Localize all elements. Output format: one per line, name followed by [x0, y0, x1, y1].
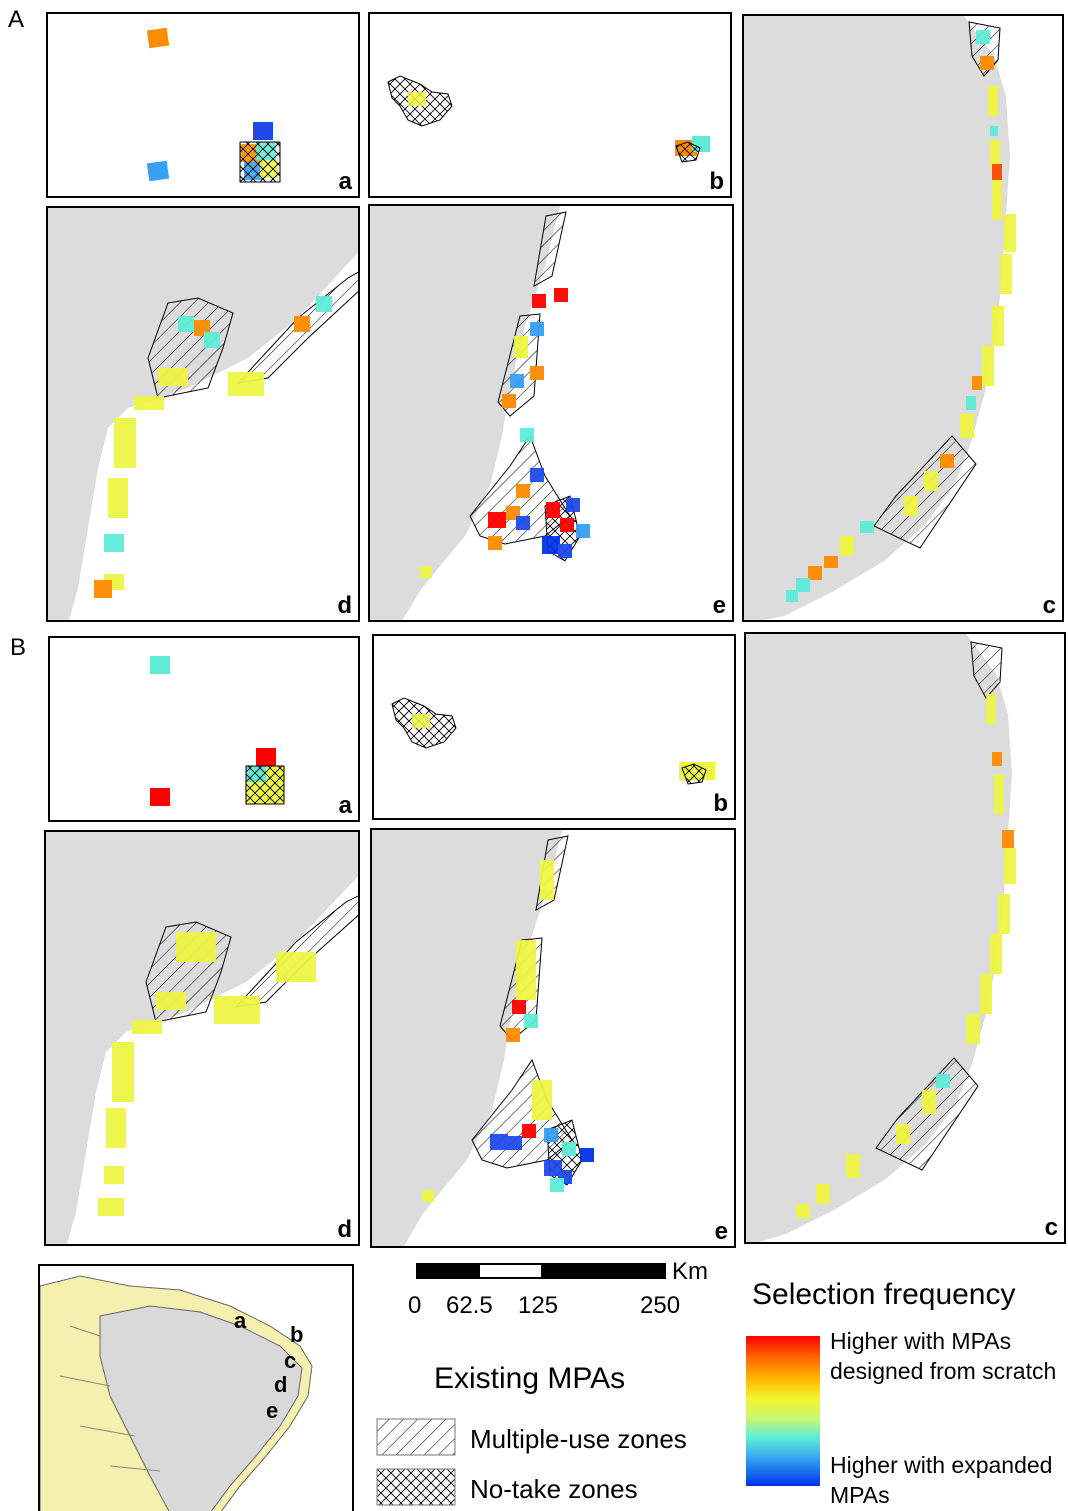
panel-label: d: [337, 1216, 352, 1243]
legend-label-no-take: No-take zones: [470, 1474, 638, 1504]
section-label-b: B: [10, 634, 27, 661]
inset-label-d: d: [274, 1372, 288, 1397]
map-panel-b-e: e: [370, 828, 736, 1248]
map-a-b-graphic: [387, 75, 710, 163]
crosshatch-swatch: [376, 1468, 456, 1506]
map-b-e-graphic: [372, 830, 594, 1246]
panel-label: c: [1044, 1214, 1058, 1241]
map-b-a-graphic: [150, 656, 285, 806]
map-panel-b-b: b: [372, 634, 736, 820]
map-a-e-graphic: [370, 206, 590, 620]
map-panel-b-a: a: [48, 636, 360, 822]
legend-low-label: Higher with expanded MPAs: [830, 1450, 1060, 1510]
inset-label-a: a: [234, 1308, 247, 1333]
panel-label: b: [709, 168, 724, 195]
map-b-c-graphic: [746, 634, 1016, 1242]
scale-tick-62: 62.5: [446, 1292, 493, 1319]
scale-bar-graphic: [415, 1263, 667, 1279]
panel-label: d: [337, 592, 352, 619]
panel-label: e: [714, 1218, 728, 1245]
legend-low-text: Higher with expanded MPAs: [830, 1452, 1053, 1508]
map-panel-a-a: a: [46, 12, 360, 198]
inset-map-south-america: a b c d e: [38, 1264, 354, 1511]
inset-label-b: b: [290, 1322, 304, 1347]
scale-tick-250: 250: [640, 1292, 681, 1319]
legend-high-label: Higher with MPAs designed from scratch: [830, 1326, 1060, 1386]
hatch-swatch: [376, 1418, 456, 1456]
panel-label: a: [338, 792, 352, 819]
scale-tick-0: 0: [408, 1292, 422, 1319]
legend-label-multiple-use: Multiple-use zones: [470, 1424, 687, 1454]
colorbar-graphic: [746, 1336, 820, 1486]
legend-swatch-multiple-use: [376, 1418, 456, 1456]
map-b-b-graphic: [391, 697, 715, 785]
scale-tick-125: 125: [518, 1292, 559, 1319]
map-panel-b-d: d: [44, 830, 360, 1246]
panel-label: c: [1042, 592, 1056, 619]
legend-swatch-no-take: [376, 1468, 456, 1506]
map-panel-b-c: c: [744, 632, 1066, 1244]
inset-map-graphic: [40, 1275, 313, 1511]
section-label-a: A: [8, 6, 25, 33]
map-panel-a-e: e: [368, 204, 734, 622]
map-panel-a-d: d: [46, 206, 360, 622]
scale-bar-unit: Km: [672, 1258, 708, 1285]
map-a-c-graphic: [744, 16, 1016, 620]
existing-mpas-title: Existing MPAs: [434, 1362, 626, 1395]
legend-high-text: Higher with MPAs designed from scratch: [830, 1328, 1057, 1384]
selection-frequency-title: Selection frequency: [752, 1278, 1016, 1311]
panel-label: a: [338, 168, 352, 195]
panel-label: e: [712, 592, 726, 619]
panel-label: b: [713, 790, 728, 817]
scale-bar: [415, 1262, 667, 1280]
inset-label-e: e: [266, 1398, 279, 1423]
map-panel-a-c: c: [742, 14, 1064, 622]
selection-frequency-colorbar: [746, 1336, 820, 1486]
map-panel-a-b: b: [368, 12, 732, 198]
map-a-d-graphic: [48, 208, 358, 620]
inset-label-c: c: [284, 1348, 297, 1373]
map-b-d-graphic: [46, 832, 358, 1244]
map-a-a-graphic: [146, 27, 281, 183]
